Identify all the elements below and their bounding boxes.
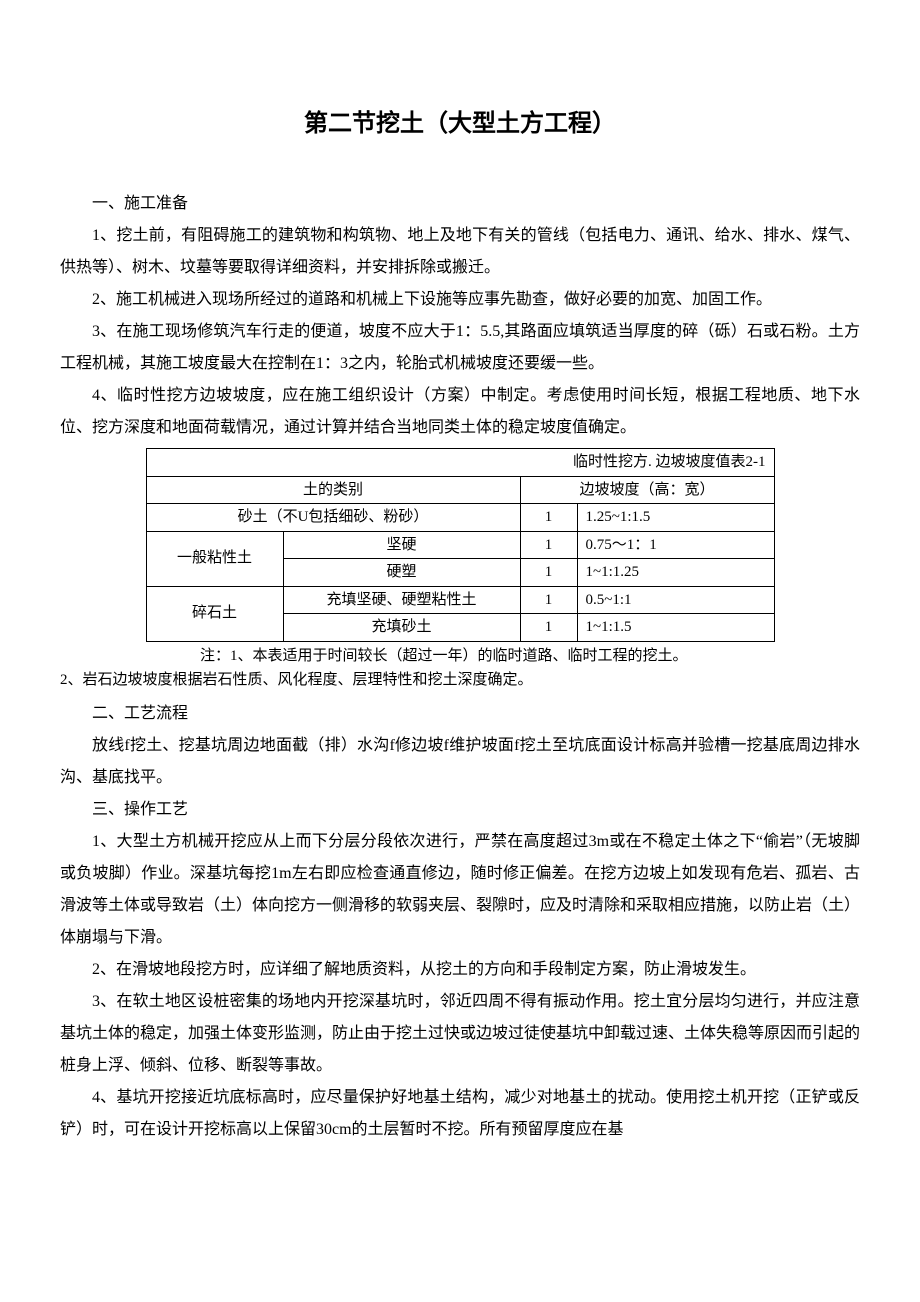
- table-header-row: 土的类别 边坡坡度（高：宽）: [146, 476, 774, 504]
- section-2-heading: 二、工艺流程: [60, 698, 860, 730]
- table-cell-category: 一般粘性土: [146, 531, 283, 586]
- table-cell-num: 1: [520, 614, 577, 642]
- section-3-para-4: 4、基坑开挖接近坑底标高时，应尽量保护好地基土结构，减少对地基土的扰动。使用挖土…: [60, 1082, 860, 1146]
- table-cell-value: 1.25~1:1.5: [577, 504, 774, 532]
- section-1-para-3: 3、在施工现场修筑汽车行走的便道，坡度不应大于1：5.5,其路面应填筑适当厚度的…: [60, 316, 860, 380]
- table-caption: 临时性挖方. 边坡坡度值表2-1: [146, 449, 774, 477]
- table-cell-subcategory: 充填坚硬、硬塑粘性土: [283, 586, 520, 614]
- table-note-2: 2、岩石边坡坡度根据岩石性质、风化程度、层理特性和挖土深度确定。: [60, 668, 860, 692]
- section-3-heading: 三、操作工艺: [60, 794, 860, 826]
- section-3-para-1: 1、大型土方机械开挖应从上而下分层分段依次进行，严禁在高度超过3m或在不稳定土体…: [60, 826, 860, 954]
- table-cell-value: 1~1:1.25: [577, 559, 774, 587]
- section-1-para-4: 4、临时性挖方边坡坡度，应在施工组织设计（方案）中制定。考虑使用时间长短，根据工…: [60, 380, 860, 444]
- table-cell-subcategory: 坚硬: [283, 531, 520, 559]
- table-row: 一般粘性土 坚硬 1 0.75～1：1: [146, 531, 774, 559]
- table-row: 碎石土 充填坚硬、硬塑粘性土 1 0.5~1:1: [146, 586, 774, 614]
- table-cell-num: 1: [520, 559, 577, 587]
- section-3-para-2: 2、在滑坡地段挖方时，应详细了解地质资料，从挖土的方向和手段制定方案，防止滑坡发…: [60, 954, 860, 986]
- table-cell-category: 砂土（不U包括细砂、粉砂）: [146, 504, 520, 532]
- table-cell-category: 碎石土: [146, 586, 283, 641]
- section-3-para-3: 3、在软土地区设桩密集的场地内开挖深基坑时，邻近四周不得有振动作用。挖土宜分层均…: [60, 986, 860, 1082]
- slope-table: 临时性挖方. 边坡坡度值表2-1 土的类别 边坡坡度（高：宽） 砂土（不U包括细…: [146, 448, 775, 642]
- table-cell-num: 1: [520, 586, 577, 614]
- table-cell-value: 0.75～1：1: [577, 531, 774, 559]
- table-cell-subcategory: 硬塑: [283, 559, 520, 587]
- table-row: 砂土（不U包括细砂、粉砂） 1 1.25~1:1.5: [146, 504, 774, 532]
- table-cell-num: 1: [520, 504, 577, 532]
- table-notes: 注：1、本表适用于时间较长（超过一年）的临时道路、临时工程的挖土。 2、岩石边坡…: [60, 644, 860, 692]
- table-header-slope: 边坡坡度（高：宽）: [520, 476, 774, 504]
- table-note-1: 注：1、本表适用于时间较长（超过一年）的临时道路、临时工程的挖土。: [60, 644, 860, 668]
- table-cell-num: 1: [520, 531, 577, 559]
- section-2-para-1: 放线f挖土、挖基坑周边地面截（排）水沟f修边坡f维护坡面f挖土至坑底面设计标高并…: [60, 730, 860, 794]
- table-cell-value: 1~1:1.5: [577, 614, 774, 642]
- section-1-heading: 一、施工准备: [60, 188, 860, 220]
- document-title: 第二节挖土（大型土方工程）: [60, 100, 860, 148]
- document-page: 第二节挖土（大型土方工程） 一、施工准备 1、挖土前，有阻碍施工的建筑物和构筑物…: [0, 0, 920, 1206]
- table-cell-subcategory: 充填砂土: [283, 614, 520, 642]
- table-cell-value: 0.5~1:1: [577, 586, 774, 614]
- section-1-para-2: 2、施工机械进入现场所经过的道路和机械上下设施等应事先勘查，做好必要的加宽、加固…: [60, 284, 860, 316]
- section-1-para-1: 1、挖土前，有阻碍施工的建筑物和构筑物、地上及地下有关的管线（包括电力、通讯、给…: [60, 220, 860, 284]
- table-caption-row: 临时性挖方. 边坡坡度值表2-1: [146, 449, 774, 477]
- table-header-category: 土的类别: [146, 476, 520, 504]
